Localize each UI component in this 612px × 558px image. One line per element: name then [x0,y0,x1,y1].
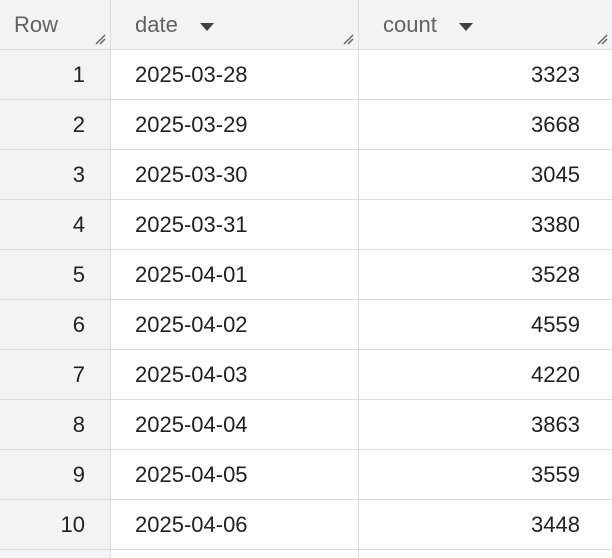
row-number-cell: 5 [0,250,111,300]
resize-handle-icon[interactable] [94,33,106,45]
date-cell[interactable]: 2025-04-02 [111,300,359,350]
count-cell[interactable]: 3668 [359,100,612,150]
column-header-label: Row [14,11,59,37]
count-cell[interactable]: 4559 [359,300,612,350]
date-cell [111,550,359,558]
count-cell[interactable]: 3380 [359,200,612,250]
date-cell[interactable]: 2025-03-31 [111,200,359,250]
table-row[interactable]: 7 2025-04-03 4220 [0,350,612,400]
table-row[interactable]: 5 2025-04-01 3528 [0,250,612,300]
column-header-count[interactable]: count [359,0,612,50]
date-cell[interactable]: 2025-04-06 [111,500,359,550]
row-number-cell: 3 [0,150,111,200]
date-cell[interactable]: 2025-03-28 [111,50,359,100]
date-cell[interactable]: 2025-04-04 [111,400,359,450]
table-row[interactable]: 8 2025-04-04 3863 [0,400,612,450]
row-number-cell [0,550,111,558]
table-row[interactable]: 10 2025-04-06 3448 [0,500,612,550]
table-row[interactable]: 3 2025-03-30 3045 [0,150,612,200]
count-cell[interactable]: 3045 [359,150,612,200]
count-cell[interactable]: 3448 [359,500,612,550]
date-cell[interactable]: 2025-04-01 [111,250,359,300]
column-header-label: count [383,11,437,37]
count-cell[interactable]: 4220 [359,350,612,400]
row-number-cell: 2 [0,100,111,150]
count-cell[interactable]: 3528 [359,250,612,300]
row-number-cell: 10 [0,500,111,550]
row-number-cell: 8 [0,400,111,450]
table-row[interactable]: 4 2025-03-31 3380 [0,200,612,250]
count-cell[interactable]: 3323 [359,50,612,100]
count-cell[interactable]: 3559 [359,450,612,500]
table-row-partial [0,550,612,558]
date-cell[interactable]: 2025-03-29 [111,100,359,150]
date-cell[interactable]: 2025-03-30 [111,150,359,200]
date-cell[interactable]: 2025-04-03 [111,350,359,400]
row-number-cell: 1 [0,50,111,100]
count-cell [359,550,612,558]
table-row[interactable]: 6 2025-04-02 4559 [0,300,612,350]
column-header-row[interactable]: Row [0,0,111,50]
row-number-cell: 7 [0,350,111,400]
table-row[interactable]: 1 2025-03-28 3323 [0,50,612,100]
table-row[interactable]: 9 2025-04-05 3559 [0,450,612,500]
row-number-cell: 4 [0,200,111,250]
chevron-down-icon[interactable] [458,22,473,31]
table-header: Row date count [0,0,612,50]
date-cell[interactable]: 2025-04-05 [111,450,359,500]
resize-handle-icon[interactable] [342,33,354,45]
chevron-down-icon[interactable] [199,22,214,31]
row-number-cell: 6 [0,300,111,350]
table-row[interactable]: 2 2025-03-29 3668 [0,100,612,150]
column-header-date[interactable]: date [111,0,359,50]
count-cell[interactable]: 3863 [359,400,612,450]
column-header-label: date [135,11,178,37]
row-number-cell: 9 [0,450,111,500]
resize-handle-icon[interactable] [596,33,608,45]
